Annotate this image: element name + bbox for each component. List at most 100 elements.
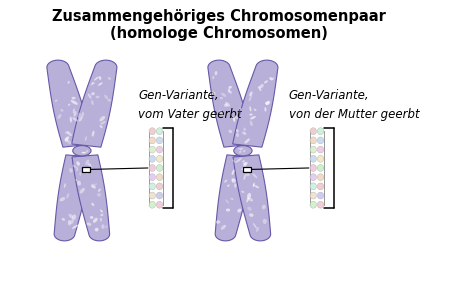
Ellipse shape (86, 222, 91, 226)
Ellipse shape (99, 76, 101, 80)
Ellipse shape (91, 185, 96, 188)
Ellipse shape (317, 183, 324, 190)
Ellipse shape (236, 133, 239, 137)
Ellipse shape (92, 82, 95, 84)
Ellipse shape (249, 213, 253, 217)
Ellipse shape (265, 107, 266, 112)
Ellipse shape (225, 102, 230, 107)
Ellipse shape (238, 108, 242, 112)
Polygon shape (215, 155, 253, 241)
Ellipse shape (104, 95, 108, 99)
Ellipse shape (256, 227, 259, 232)
Ellipse shape (98, 188, 101, 192)
Ellipse shape (264, 80, 268, 84)
Text: vom Vater geerbt: vom Vater geerbt (139, 108, 242, 121)
Ellipse shape (255, 185, 259, 188)
Text: (homologe Chromosomen): (homologe Chromosomen) (110, 26, 328, 41)
Ellipse shape (73, 108, 75, 113)
Ellipse shape (85, 136, 87, 141)
Ellipse shape (72, 97, 76, 99)
Ellipse shape (272, 77, 274, 80)
Ellipse shape (156, 146, 163, 153)
Ellipse shape (91, 203, 94, 206)
Ellipse shape (149, 128, 155, 135)
Ellipse shape (68, 214, 73, 219)
Ellipse shape (92, 130, 94, 137)
Ellipse shape (317, 192, 324, 199)
Polygon shape (72, 155, 110, 241)
Ellipse shape (74, 111, 76, 117)
Ellipse shape (237, 209, 242, 213)
Ellipse shape (94, 183, 97, 186)
Ellipse shape (242, 132, 247, 135)
Ellipse shape (72, 117, 78, 122)
Ellipse shape (100, 214, 104, 216)
Ellipse shape (76, 166, 78, 171)
Ellipse shape (240, 148, 243, 150)
Polygon shape (233, 60, 278, 147)
Ellipse shape (246, 173, 250, 176)
Ellipse shape (260, 84, 264, 88)
Ellipse shape (77, 113, 81, 118)
Ellipse shape (243, 162, 248, 165)
Ellipse shape (91, 100, 94, 105)
Ellipse shape (95, 96, 99, 98)
Ellipse shape (219, 110, 223, 116)
Ellipse shape (234, 115, 239, 119)
Ellipse shape (317, 174, 324, 181)
Ellipse shape (310, 146, 316, 153)
Ellipse shape (68, 81, 70, 84)
Ellipse shape (263, 219, 267, 224)
Ellipse shape (67, 131, 72, 136)
Ellipse shape (234, 183, 236, 188)
Ellipse shape (227, 184, 230, 187)
Ellipse shape (221, 225, 226, 230)
Ellipse shape (258, 86, 262, 89)
Ellipse shape (233, 116, 235, 122)
Ellipse shape (62, 218, 65, 221)
Polygon shape (208, 60, 253, 147)
Ellipse shape (156, 137, 163, 144)
Ellipse shape (68, 104, 70, 106)
Ellipse shape (81, 112, 84, 118)
Ellipse shape (310, 192, 316, 199)
Ellipse shape (220, 97, 223, 99)
Ellipse shape (262, 205, 266, 209)
Ellipse shape (90, 82, 94, 86)
Ellipse shape (212, 92, 216, 95)
Ellipse shape (76, 161, 80, 166)
Ellipse shape (156, 155, 163, 162)
Ellipse shape (252, 184, 255, 187)
Ellipse shape (243, 174, 246, 180)
Ellipse shape (60, 109, 63, 112)
Ellipse shape (73, 146, 91, 156)
Ellipse shape (317, 146, 324, 153)
Ellipse shape (266, 101, 270, 105)
Ellipse shape (224, 180, 227, 183)
Ellipse shape (249, 113, 253, 116)
Ellipse shape (79, 172, 81, 176)
Polygon shape (54, 155, 92, 241)
Ellipse shape (82, 152, 86, 154)
Ellipse shape (68, 220, 71, 226)
Ellipse shape (249, 95, 252, 102)
Ellipse shape (156, 192, 163, 199)
Ellipse shape (317, 128, 324, 135)
Ellipse shape (100, 209, 103, 213)
Ellipse shape (253, 182, 255, 186)
Bar (243, 166, 251, 172)
Ellipse shape (269, 77, 273, 80)
Text: von der Mutter geerbt: von der Mutter geerbt (288, 108, 419, 121)
Ellipse shape (60, 197, 65, 201)
Ellipse shape (95, 228, 99, 231)
Ellipse shape (231, 178, 234, 181)
Ellipse shape (77, 181, 81, 186)
Ellipse shape (243, 168, 249, 173)
Ellipse shape (66, 193, 69, 199)
Ellipse shape (69, 168, 73, 173)
Ellipse shape (258, 86, 261, 91)
Ellipse shape (254, 108, 256, 111)
Ellipse shape (82, 152, 86, 153)
Ellipse shape (156, 128, 163, 135)
Ellipse shape (232, 170, 234, 175)
